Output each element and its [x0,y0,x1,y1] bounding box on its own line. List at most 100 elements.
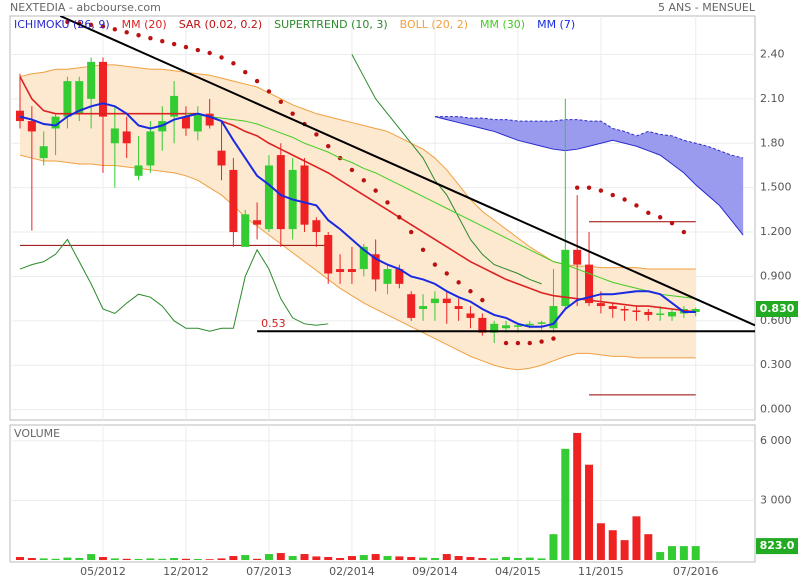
x-tick-label: 02/2014 [329,565,375,578]
sar-dot [219,55,224,60]
candle-body [525,323,534,326]
y-tick-label: 1.80 [760,136,785,149]
candle-body [347,269,356,273]
volume-bar [371,554,380,560]
candle-body [395,269,404,284]
volume-bar [253,558,262,560]
y-tick-label: 1.200 [760,225,792,238]
candle-body [454,306,463,310]
sar-dot [65,19,70,25]
volume-bar [691,546,700,560]
volume-bar [158,558,167,560]
y-tick-label: 2.40 [760,47,785,60]
candle-body [324,235,333,274]
sar-dot [468,289,473,294]
sar-dot [456,280,461,285]
sar-dot [278,99,284,105]
volume-bar [324,557,333,560]
sar-dot [503,340,509,346]
sar-dot [539,339,544,344]
volume-bar [98,557,107,560]
sar-dot [622,197,627,202]
legend-entry: SUPERTREND (10, 3) [274,18,388,31]
sar-dot [243,70,248,75]
sar-dot [195,47,201,53]
y-tick-label: 2.10 [760,92,785,105]
sar-dot [361,178,366,183]
volume-bar [537,558,546,560]
candle-body [300,165,309,225]
candle-body [466,313,475,318]
candle-body [264,165,273,230]
candle-body [537,322,546,324]
candle-body [312,220,321,233]
sar-dot [420,247,426,253]
x-tick-label: 04/2015 [495,565,541,578]
candle-body [229,169,238,233]
legend-entry: MM (30) [480,18,525,31]
sar-dot [409,229,414,235]
volume-bar [525,557,534,560]
volume-bar [27,558,36,560]
x-tick-label: 07/2016 [673,565,719,578]
candle-body [170,95,179,117]
sar-dot [681,229,687,235]
candle-body [656,313,665,315]
volume-bar [561,448,570,560]
candle-body [336,269,345,273]
sar-dot [480,297,485,303]
sar-dot [112,27,118,32]
sar-dot [171,41,177,47]
sar-dot [266,89,272,94]
volume-bar [193,559,202,560]
volume-bar [644,534,653,560]
sar-dot [183,44,189,50]
bollinger-lower [19,154,696,371]
sar-dot [231,61,236,66]
candle-body [181,116,190,129]
candle-body [39,146,48,159]
candle-body [16,110,24,122]
volume-bar [359,555,368,560]
volume-bar [608,530,617,560]
indicator-line [19,102,696,328]
legend-entry: ICHIMOKU (26, 9) [14,18,110,31]
candle-body [371,254,380,280]
sar-dot [314,132,319,137]
sar-dot [598,188,604,193]
last-volume-label: 823.0 [760,539,795,552]
x-tick-label: 05/2012 [80,565,126,578]
candle-body [632,310,641,312]
y-tick-label: 0.600 [760,314,792,327]
sar-dot [574,185,580,190]
last-price-box [756,301,798,318]
sar-dot [515,340,521,346]
volume-bar [419,557,428,560]
legend-entry: SAR (0.02, 0.2) [179,18,262,31]
candle-body [585,264,594,304]
indicator-line [185,113,696,300]
sar-dot [326,144,331,149]
volume-bar [146,558,155,560]
sar-dot [669,220,675,226]
legend-entry: MM (7) [537,18,575,31]
volume-bar [407,557,416,560]
y-tick-label: 0.000 [760,403,792,416]
y-tick-label: 0.300 [760,358,792,371]
sar-dot [148,35,153,41]
sar-dot [527,340,532,346]
candle-body [549,306,558,329]
volume-bar [502,557,511,560]
candle-body [442,298,451,304]
sar-dot [88,22,94,28]
volume-bar [442,554,451,560]
volume-bar [585,464,594,560]
sar-dot [290,111,295,116]
sar-dot [444,271,449,276]
x-tick-label: 09/2014 [412,565,458,578]
volume-tick-label: 3 000 [760,493,792,506]
volume-bar [573,432,582,560]
candle-body [205,113,214,126]
sar-dot [160,38,165,44]
volume-bar [300,554,309,560]
